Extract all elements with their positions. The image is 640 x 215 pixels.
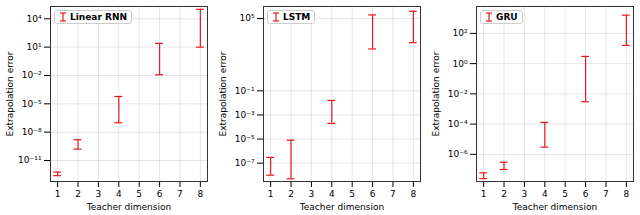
svg-text:10⁻¹¹: 10⁻¹¹ <box>18 155 42 165</box>
svg-text:3: 3 <box>522 189 528 199</box>
html-text:Linear RNN: Linear RNN <box>70 12 127 22</box>
svg-text:10⁻²: 10⁻² <box>22 70 42 80</box>
svg-text:10¹: 10¹ <box>26 42 41 52</box>
svg-text:1: 1 <box>268 189 274 199</box>
svg-text:5: 5 <box>349 189 355 199</box>
svg-text:10⁻³: 10⁻³ <box>235 110 255 120</box>
svg-text:10⁻¹: 10⁻¹ <box>235 86 255 96</box>
svg-text:6: 6 <box>157 189 163 199</box>
svg-text:2: 2 <box>75 189 81 199</box>
svg-text:7: 7 <box>390 189 396 199</box>
svg-text:10⁻⁷: 10⁻⁷ <box>235 158 255 168</box>
svg-text:10⁻⁵: 10⁻⁵ <box>22 99 42 109</box>
svg-text:Teacher dimension: Teacher dimension <box>86 202 171 212</box>
svg-text:8: 8 <box>623 189 629 199</box>
svg-text:Extrapolation error: Extrapolation error <box>218 51 228 136</box>
svg-text:5: 5 <box>136 189 142 199</box>
svg-text:10⁻²: 10⁻² <box>448 89 468 99</box>
svg-text:4: 4 <box>116 189 122 199</box>
svg-text:10⁰: 10⁰ <box>452 59 467 69</box>
svg-text:7: 7 <box>177 189 183 199</box>
svg-text:2: 2 <box>501 189 507 199</box>
html-text:LSTM: LSTM <box>283 12 311 22</box>
svg-text:2: 2 <box>288 189 294 199</box>
svg-text:10⁻⁸: 10⁻⁸ <box>22 127 42 137</box>
svg-text:6: 6 <box>583 189 589 199</box>
svg-text:3: 3 <box>309 189 315 199</box>
svg-text:Extrapolation error: Extrapolation error <box>431 51 441 136</box>
svg-text:Teacher dimension: Teacher dimension <box>512 202 597 212</box>
svg-text:8: 8 <box>410 189 416 199</box>
svg-text:10⁵: 10⁵ <box>239 13 254 23</box>
svg-text:3: 3 <box>96 189 102 199</box>
svg-text:1: 1 <box>481 189 487 199</box>
svg-text:10²: 10² <box>452 28 467 38</box>
svg-text:7: 7 <box>603 189 609 199</box>
svg-text:1: 1 <box>55 189 61 199</box>
svg-text:10⁻⁵: 10⁻⁵ <box>235 134 255 144</box>
svg-text:4: 4 <box>542 189 548 199</box>
svg-text:10⁻⁴: 10⁻⁴ <box>448 119 468 129</box>
svg-text:10⁴: 10⁴ <box>26 14 41 24</box>
svg-text:4: 4 <box>329 189 335 199</box>
svg-text:Teacher dimension: Teacher dimension <box>299 202 384 212</box>
html-text:GRU: GRU <box>496 12 518 22</box>
svg-text:8: 8 <box>197 189 203 199</box>
svg-text:6: 6 <box>370 189 376 199</box>
svg-text:10⁻⁶: 10⁻⁶ <box>448 149 468 159</box>
svg-text:Extrapolation error: Extrapolation error <box>5 51 15 136</box>
svg-text:5: 5 <box>562 189 568 199</box>
